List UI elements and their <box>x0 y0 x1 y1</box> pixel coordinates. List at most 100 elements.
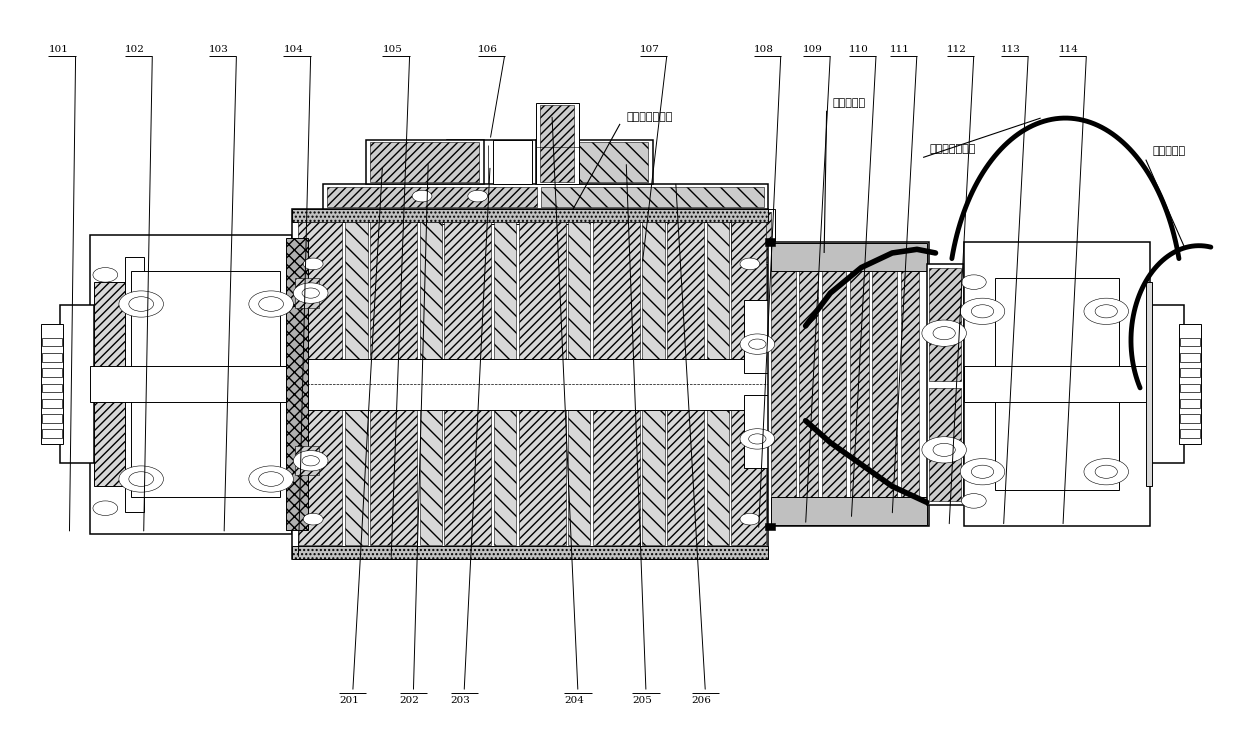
Text: 204: 204 <box>564 695 584 705</box>
Text: 104: 104 <box>284 45 304 54</box>
Bar <box>446 140 570 209</box>
Text: 103: 103 <box>210 45 229 54</box>
Bar <box>732 223 766 545</box>
Text: 与太阳阵安装面: 与太阳阵安装面 <box>929 143 976 154</box>
Circle shape <box>1095 305 1117 318</box>
Bar <box>444 223 491 545</box>
Circle shape <box>249 291 294 317</box>
Text: 105: 105 <box>382 45 402 54</box>
Bar <box>765 523 775 530</box>
Bar <box>42 414 62 423</box>
Bar <box>91 235 293 534</box>
Bar <box>42 337 62 346</box>
Circle shape <box>304 258 324 270</box>
Text: 203: 203 <box>450 695 470 705</box>
Bar <box>494 223 516 545</box>
Circle shape <box>129 296 154 311</box>
Circle shape <box>971 465 993 478</box>
Bar <box>295 447 320 475</box>
Bar <box>1180 337 1200 346</box>
Bar <box>60 305 94 463</box>
Bar <box>293 209 769 559</box>
Bar <box>41 324 63 444</box>
Bar <box>1180 414 1200 423</box>
Text: 滑环外引线: 滑环外引线 <box>833 99 866 108</box>
Text: 114: 114 <box>1059 45 1079 54</box>
Bar <box>42 399 62 408</box>
Circle shape <box>1095 465 1117 478</box>
Bar <box>851 261 869 508</box>
Circle shape <box>304 513 324 525</box>
Bar <box>1146 282 1152 486</box>
Bar <box>42 430 62 438</box>
Circle shape <box>249 466 294 492</box>
Bar <box>1180 430 1200 438</box>
Circle shape <box>932 444 955 457</box>
Bar <box>1180 399 1200 408</box>
Circle shape <box>119 466 164 492</box>
Bar <box>1180 353 1200 362</box>
Circle shape <box>119 291 164 317</box>
Bar <box>929 268 961 381</box>
Circle shape <box>961 493 986 508</box>
Bar <box>568 223 590 545</box>
Circle shape <box>129 471 154 486</box>
Bar <box>42 368 62 377</box>
Bar <box>432 206 585 224</box>
Bar <box>963 242 1149 526</box>
Bar <box>707 223 729 545</box>
Bar <box>125 257 144 512</box>
Bar <box>1180 368 1200 377</box>
Circle shape <box>960 459 1004 485</box>
Bar <box>765 239 775 246</box>
Circle shape <box>960 298 1004 324</box>
Text: 205: 205 <box>632 695 652 705</box>
Bar <box>744 300 771 373</box>
Text: 111: 111 <box>890 45 910 54</box>
Text: 201: 201 <box>340 695 360 705</box>
Circle shape <box>740 513 760 525</box>
Bar <box>1179 324 1202 444</box>
Text: 102: 102 <box>125 45 145 54</box>
Bar <box>900 261 919 508</box>
Circle shape <box>740 429 775 449</box>
Bar <box>286 359 775 410</box>
Bar <box>324 184 769 209</box>
Bar <box>800 261 818 508</box>
Bar <box>299 223 342 545</box>
Circle shape <box>93 268 118 282</box>
Circle shape <box>971 305 993 318</box>
Circle shape <box>740 258 760 270</box>
Text: 备电机引线: 备电机引线 <box>1152 146 1185 156</box>
Text: 108: 108 <box>754 45 774 54</box>
Bar <box>642 223 665 545</box>
Circle shape <box>294 283 329 303</box>
Bar <box>293 209 769 223</box>
Bar <box>926 264 963 504</box>
Bar <box>734 212 771 262</box>
Circle shape <box>749 434 766 444</box>
Text: 101: 101 <box>48 45 68 54</box>
Bar <box>732 209 775 264</box>
Bar <box>419 223 441 545</box>
Text: 206: 206 <box>692 695 712 705</box>
Bar <box>771 261 796 508</box>
Text: 106: 106 <box>477 45 497 54</box>
Text: 113: 113 <box>1001 45 1021 54</box>
Bar <box>541 187 764 207</box>
Circle shape <box>932 326 955 340</box>
Bar <box>822 261 847 508</box>
Bar <box>1149 305 1184 463</box>
Circle shape <box>259 471 284 486</box>
Bar <box>539 105 574 182</box>
Bar <box>771 244 926 271</box>
Bar <box>593 223 640 545</box>
Circle shape <box>749 339 766 349</box>
Circle shape <box>259 296 284 311</box>
Bar <box>327 187 537 207</box>
Circle shape <box>303 288 320 298</box>
Circle shape <box>1084 459 1128 485</box>
Text: 109: 109 <box>804 45 823 54</box>
Text: 112: 112 <box>946 45 966 54</box>
Bar <box>42 353 62 362</box>
